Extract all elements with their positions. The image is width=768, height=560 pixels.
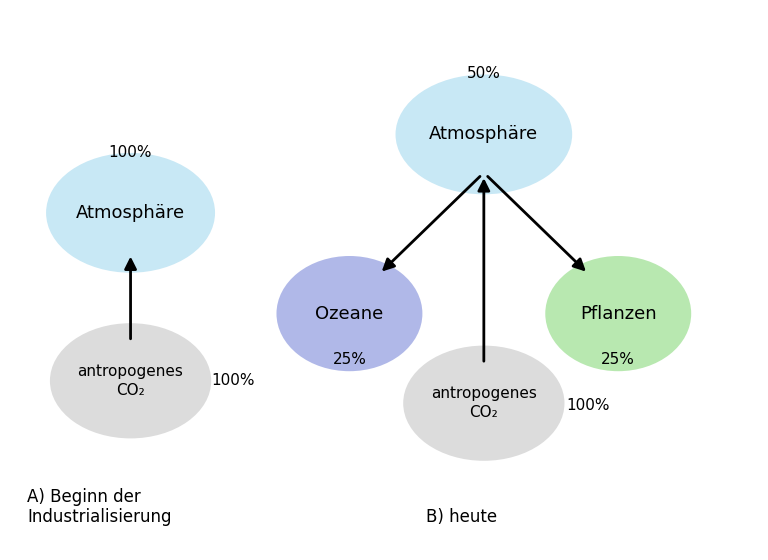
- Text: antropogenes
CO₂: antropogenes CO₂: [78, 364, 184, 398]
- Text: 100%: 100%: [211, 374, 255, 388]
- Ellipse shape: [46, 153, 215, 273]
- Text: 25%: 25%: [333, 352, 366, 367]
- Text: A) Beginn der
Industrialisierung: A) Beginn der Industrialisierung: [27, 488, 171, 526]
- Text: 100%: 100%: [567, 399, 611, 413]
- Ellipse shape: [276, 256, 422, 371]
- Text: Ozeane: Ozeane: [316, 305, 383, 323]
- Text: 50%: 50%: [467, 66, 501, 81]
- Ellipse shape: [403, 346, 564, 461]
- Text: antropogenes
CO₂: antropogenes CO₂: [431, 386, 537, 420]
- Text: 25%: 25%: [601, 352, 635, 367]
- Text: Atmosphäre: Atmosphäre: [429, 125, 538, 143]
- Text: 100%: 100%: [109, 144, 152, 160]
- Ellipse shape: [396, 74, 572, 194]
- Text: Atmosphäre: Atmosphäre: [76, 204, 185, 222]
- Text: Pflanzen: Pflanzen: [580, 305, 657, 323]
- Text: B) heute: B) heute: [426, 508, 498, 526]
- Ellipse shape: [50, 323, 211, 438]
- Ellipse shape: [545, 256, 691, 371]
